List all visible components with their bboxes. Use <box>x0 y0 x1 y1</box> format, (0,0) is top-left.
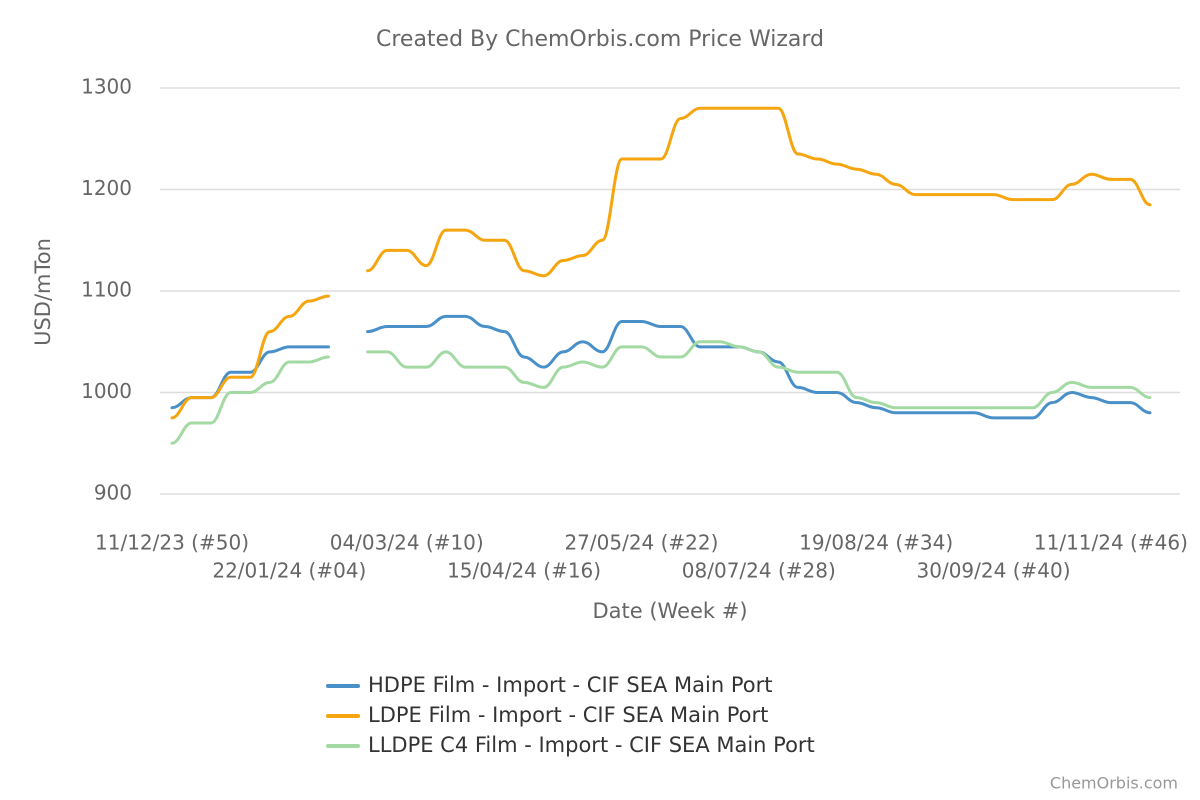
y-tick-label: 1300 <box>81 75 132 99</box>
x-axis-title: Date (Week #) <box>592 599 747 623</box>
x-tick-label: 22/01/24 (#04) <box>212 559 366 583</box>
legend-label: HDPE Film - Import - CIF SEA Main Port <box>368 673 773 697</box>
x-tick-label: 27/05/24 (#22) <box>564 531 718 555</box>
series-line <box>170 106 1152 420</box>
y-tick-label: 900 <box>94 481 132 505</box>
credit: ChemOrbis.com <box>1050 774 1178 793</box>
x-tick-label: 11/12/23 (#50) <box>95 531 249 555</box>
series-line <box>170 314 1152 420</box>
x-tick-label: 04/03/24 (#10) <box>330 531 484 555</box>
series-line <box>170 340 1152 445</box>
y-tick-label: 1200 <box>81 176 132 200</box>
x-tick-label: 19/08/24 (#34) <box>799 531 953 555</box>
y-tick-label: 1000 <box>81 379 132 403</box>
x-tick-label: 15/04/24 (#16) <box>447 559 601 583</box>
chart-title: Created By ChemOrbis.com Price Wizard <box>376 27 824 52</box>
x-tick-label: 08/07/24 (#28) <box>682 559 836 583</box>
legend-label: LDPE Film - Import - CIF SEA Main Port <box>368 703 768 727</box>
x-tick-label: 30/09/24 (#40) <box>917 559 1071 583</box>
legend-label: LLDPE C4 Film - Import - CIF SEA Main Po… <box>368 733 815 757</box>
x-tick-label: 11/11/24 (#46) <box>1034 531 1188 555</box>
y-tick-label: 1100 <box>81 278 132 302</box>
y-axis-title: USD/mTon <box>31 238 55 346</box>
